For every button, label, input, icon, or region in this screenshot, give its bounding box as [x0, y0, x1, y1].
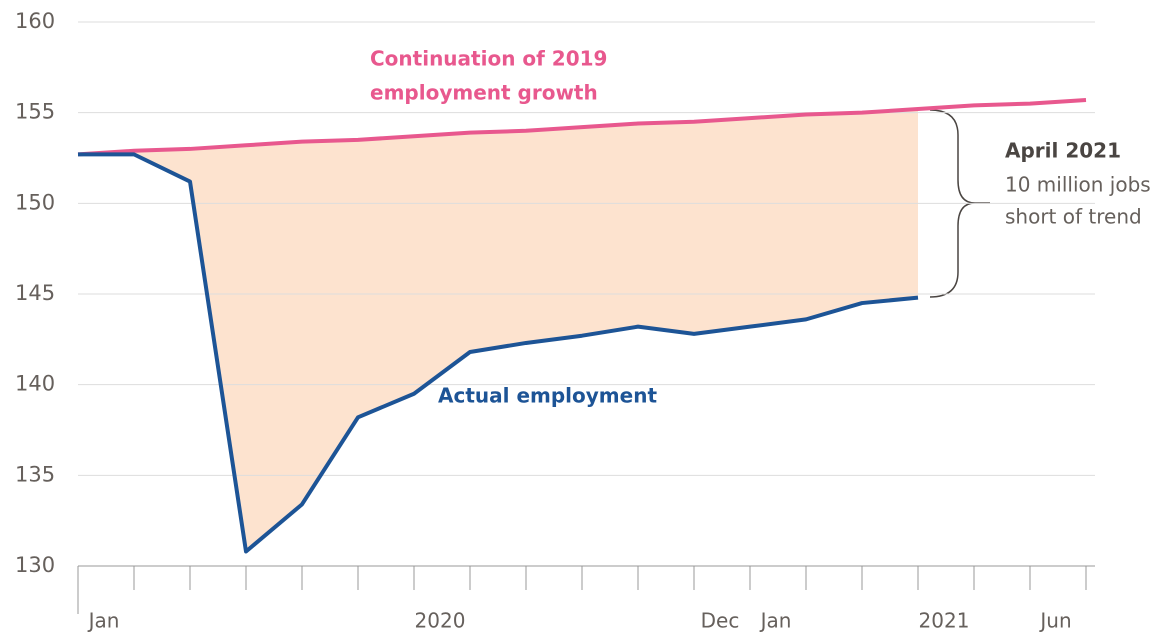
annotation-title: April 2021	[1005, 139, 1121, 163]
y-tick-label: 145	[15, 281, 55, 305]
y-tick-label: 140	[15, 372, 55, 396]
x-tick-label: 2020	[415, 609, 466, 633]
x-tick-label: Jun	[1038, 609, 1071, 633]
series-line	[77, 97, 1087, 157]
trend-label: Continuation of 2019	[370, 47, 607, 71]
y-tick-label: 160	[15, 9, 55, 33]
annotation-text: 10 million jobs	[1005, 173, 1151, 197]
actual-label: Actual employment	[438, 384, 657, 408]
y-tick-label: 150	[15, 190, 55, 214]
x-tick-label: 2021	[919, 609, 970, 633]
gap-area	[78, 109, 918, 552]
y-tick-label: 135	[15, 462, 55, 486]
annotation-text: short of trend	[1005, 205, 1142, 229]
x-tick-label: Jan	[87, 609, 120, 633]
series-line	[78, 152, 919, 554]
y-tick-label: 155	[15, 100, 55, 124]
x-tick-label: Dec	[701, 609, 740, 633]
y-tick-label: 130	[15, 553, 55, 577]
trend-label: employment growth	[370, 81, 598, 105]
x-tick-label: Jan	[759, 609, 792, 633]
